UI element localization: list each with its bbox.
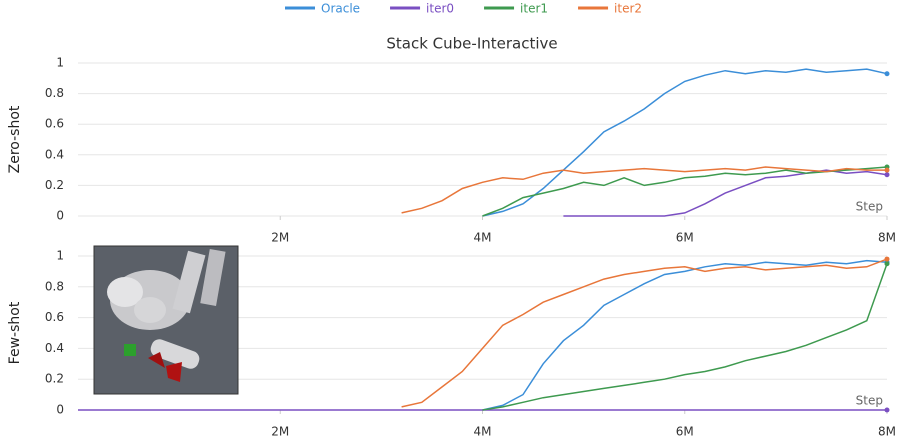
end-point [884, 407, 890, 413]
y-tick-label: 0.8 [45, 279, 64, 293]
x-tick-label: 6M [676, 425, 694, 439]
legend-label: iter0 [426, 2, 454, 16]
y-tick-label: 0 [56, 403, 64, 417]
series-line [563, 169, 888, 217]
legend-label: iter2 [614, 2, 642, 16]
y-tick-label: 0.2 [45, 178, 64, 192]
series-line [482, 259, 888, 411]
end-point [884, 172, 890, 178]
y-tick-label: 0 [56, 209, 64, 223]
series-line [401, 258, 888, 408]
end-point [884, 256, 890, 262]
y-tick-label: 0.6 [45, 117, 64, 131]
y-tick-label: 0.4 [45, 341, 64, 355]
series-line [482, 166, 888, 217]
x-tick-label: 8M [878, 425, 896, 439]
y-axis-title: Zero-shot [7, 105, 23, 173]
inset-image [93, 245, 239, 395]
y-tick-label: 0.2 [45, 372, 64, 386]
y-tick-label: 1 [56, 56, 64, 70]
y-tick-label: 0.8 [45, 86, 64, 100]
x-tick-label: 2M [271, 425, 289, 439]
x-tick-label: 4M [474, 425, 492, 439]
y-tick-label: 1 [56, 249, 64, 263]
x-axis-title: Step [856, 200, 883, 214]
x-tick-label: 6M [676, 231, 694, 245]
chart-title: Stack Cube-Interactive [386, 35, 557, 53]
series-line [401, 166, 887, 214]
y-tick-label: 0.6 [45, 310, 64, 324]
series-line [482, 263, 888, 411]
x-axis-title: Step [856, 394, 883, 408]
legend-label: Oracle [321, 2, 360, 16]
y-axis-title: Few-shot [7, 301, 23, 364]
x-tick-label: 4M [474, 231, 492, 245]
end-point [884, 261, 890, 267]
x-tick-label: 8M [878, 231, 896, 245]
end-point [884, 71, 890, 77]
x-tick-label: 2M [271, 231, 289, 245]
legend-label: iter1 [520, 2, 548, 16]
end-point [884, 167, 890, 173]
series-line [482, 68, 888, 217]
y-tick-label: 0.4 [45, 147, 64, 161]
